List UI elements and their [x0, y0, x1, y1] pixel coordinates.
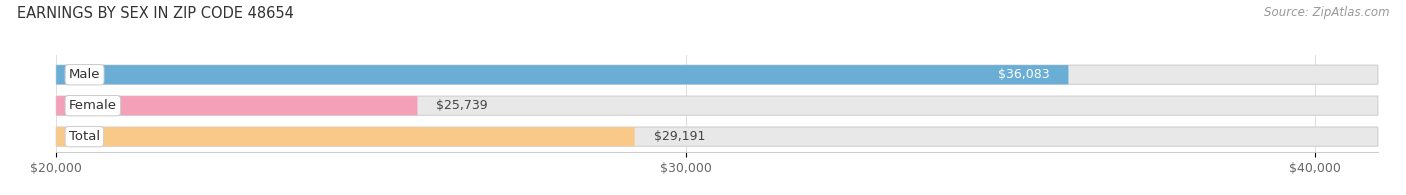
Text: $29,191: $29,191: [654, 130, 704, 143]
Text: $36,083: $36,083: [998, 68, 1049, 81]
Text: Male: Male: [69, 68, 100, 81]
FancyBboxPatch shape: [56, 127, 634, 146]
FancyBboxPatch shape: [56, 127, 1378, 146]
Text: Female: Female: [69, 99, 117, 112]
Text: Total: Total: [69, 130, 100, 143]
Text: $25,739: $25,739: [436, 99, 488, 112]
FancyBboxPatch shape: [56, 65, 1069, 84]
Text: EARNINGS BY SEX IN ZIP CODE 48654: EARNINGS BY SEX IN ZIP CODE 48654: [17, 6, 294, 21]
FancyBboxPatch shape: [56, 96, 1378, 115]
Text: Source: ZipAtlas.com: Source: ZipAtlas.com: [1264, 6, 1389, 19]
FancyBboxPatch shape: [56, 65, 1378, 84]
FancyBboxPatch shape: [56, 96, 418, 115]
